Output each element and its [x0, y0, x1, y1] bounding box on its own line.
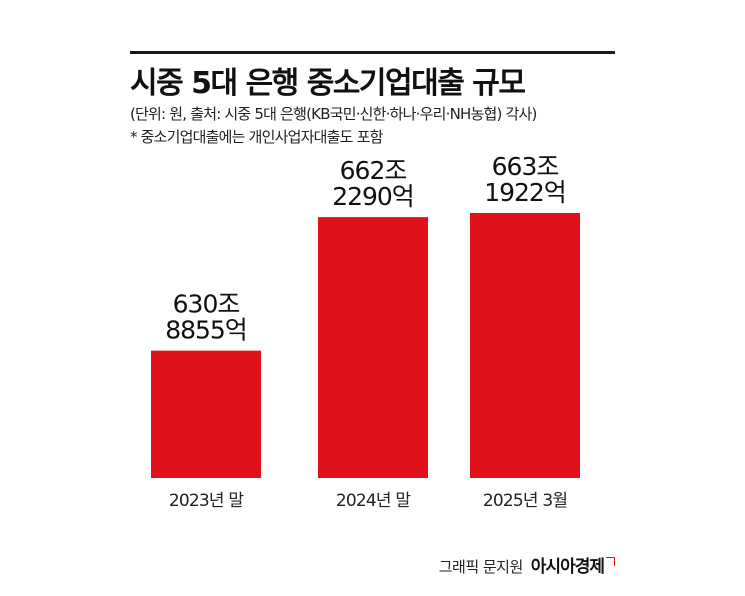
bar-2	[318, 217, 428, 478]
chart-title: 시중 5대 은행 중소기업대출 규모	[130, 66, 526, 101]
data-label-3-2: 1922억	[484, 178, 566, 207]
bar-3	[470, 213, 580, 478]
data-label-3-1: 663조	[492, 152, 559, 181]
category-label-2: 2024년 말	[336, 491, 412, 511]
data-label-1-1: 630조	[173, 290, 240, 319]
chart-subtitle: (단위: 원, 출처: 시중 5대 은행(KB국민·신한·하나·우리·NH농협)…	[130, 105, 537, 123]
brand-logo: 아시아경제	[531, 552, 615, 577]
brand-name: 아시아경제	[530, 557, 605, 577]
data-label-1-2: 8855억	[165, 316, 247, 345]
category-label-1: 2023년 말	[169, 491, 245, 511]
chart-note: * 중소기업대출에는 개인사업자대출도 포함	[130, 128, 383, 146]
credit-line: 그래픽 문지원 아시아경제	[439, 552, 615, 577]
data-label-2-2: 2290억	[332, 182, 414, 211]
category-label-3: 2025년 3월	[483, 491, 567, 511]
bar-1	[151, 350, 261, 478]
data-label-2-1: 662조	[340, 156, 407, 185]
top-rule	[130, 51, 615, 54]
brand-mark-icon	[606, 557, 615, 566]
graphic-credit: 그래픽 문지원	[438, 558, 524, 576]
